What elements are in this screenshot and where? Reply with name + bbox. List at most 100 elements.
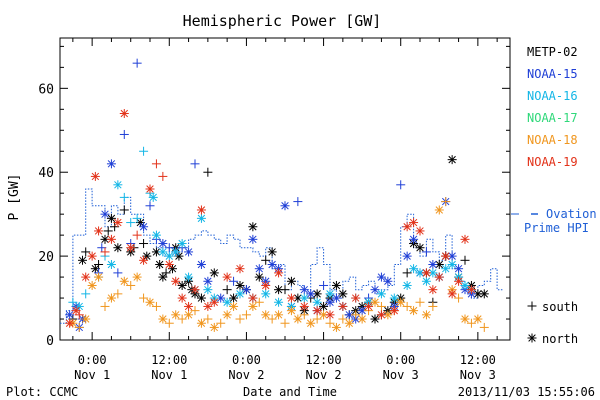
north-point — [306, 318, 316, 328]
north-point — [203, 276, 213, 286]
north-point — [158, 247, 168, 257]
south-point — [119, 205, 129, 215]
marker-stroke — [184, 248, 193, 256]
north-point — [106, 234, 116, 244]
marker-stroke — [377, 290, 386, 298]
north-point — [338, 301, 348, 311]
marker-stroke — [429, 260, 437, 269]
north-point — [421, 310, 431, 320]
marker-stroke — [178, 239, 186, 248]
marker-stroke — [152, 248, 161, 256]
plot-frame — [59, 37, 511, 341]
marker-stroke — [65, 319, 74, 327]
south-point — [428, 301, 438, 311]
marker-stroke — [313, 298, 321, 306]
north-point — [229, 293, 239, 303]
north-point — [434, 205, 444, 215]
marker-stroke — [281, 202, 289, 210]
marker-stroke — [143, 252, 151, 260]
north-point — [126, 243, 136, 253]
north-point — [364, 301, 374, 311]
south-point — [312, 314, 322, 324]
north-point — [222, 297, 232, 307]
marker-stroke — [107, 294, 116, 302]
marker-stroke — [149, 193, 157, 202]
series-noaa-19 — [65, 109, 476, 328]
south-point — [81, 289, 91, 299]
south-point — [126, 218, 136, 228]
north-point — [65, 318, 75, 328]
y-tick-label: 60 — [38, 82, 54, 97]
north-point — [254, 264, 264, 274]
legend-south-label: south — [542, 300, 578, 314]
south-point — [113, 289, 123, 299]
marker-stroke — [448, 290, 456, 298]
marker-stroke — [332, 294, 341, 302]
south-point — [267, 314, 277, 324]
marker-stroke — [358, 306, 366, 315]
marker-stroke — [146, 298, 154, 306]
north-point — [338, 289, 348, 299]
south-point — [145, 201, 155, 211]
south-point — [441, 197, 451, 207]
south-point — [203, 314, 213, 324]
north-point — [447, 260, 457, 269]
north-point — [235, 289, 245, 299]
north-point — [460, 280, 470, 290]
south-point — [158, 171, 168, 181]
south-point — [103, 226, 113, 236]
marker-stroke — [184, 273, 193, 281]
south-point — [460, 255, 470, 265]
north-point — [196, 213, 206, 223]
north-point — [428, 285, 438, 295]
x-tick-date: Nov 3 — [383, 368, 419, 382]
marker-stroke — [210, 298, 219, 306]
marker-stroke — [184, 311, 193, 319]
north-point — [196, 318, 206, 328]
north-point — [106, 260, 116, 269]
marker-stroke — [274, 311, 283, 319]
marker-stroke — [178, 294, 186, 302]
marker-stroke — [326, 311, 334, 319]
marker-stroke — [390, 306, 399, 315]
north-point — [87, 251, 97, 261]
marker-stroke — [313, 290, 321, 298]
north-point — [286, 276, 296, 286]
marker-stroke — [126, 243, 135, 252]
north-point — [344, 310, 354, 320]
north-point — [402, 222, 412, 232]
south-point — [164, 243, 174, 253]
x-tick-time: 12:00 — [151, 353, 187, 367]
north-point — [319, 301, 329, 311]
marker-stroke — [204, 302, 212, 311]
marker-stroke — [403, 252, 411, 260]
legend-ovation-label: Ovation — [546, 207, 597, 221]
north-point — [248, 301, 258, 311]
north-point — [261, 310, 271, 320]
legend: METP-02 NOAA-15 NOAA-16 NOAA-17 NOAA-18 NOAA-… — [511, 45, 597, 346]
marker-stroke — [236, 264, 244, 273]
marker-stroke — [255, 273, 264, 281]
north-point — [106, 213, 116, 223]
south-point — [479, 322, 489, 332]
south-point — [74, 310, 84, 320]
marker-stroke — [403, 223, 411, 231]
legend-north-label: north — [542, 332, 578, 346]
marker-stroke — [255, 264, 264, 273]
marker-stroke — [107, 160, 116, 168]
marker-stroke — [75, 302, 84, 311]
marker-stroke — [528, 334, 536, 342]
marker-stroke — [139, 223, 148, 231]
marker-stroke — [249, 223, 257, 231]
marker-stroke — [326, 298, 334, 306]
north-point — [145, 184, 155, 194]
marker-stroke — [197, 206, 206, 214]
marker-stroke — [168, 264, 177, 273]
north-point — [171, 310, 181, 320]
north-point — [94, 226, 104, 236]
north-point — [306, 289, 316, 299]
legend-ovation-label: Prime HPI — [524, 221, 589, 235]
marker-stroke — [441, 252, 450, 260]
marker-stroke — [448, 260, 456, 269]
north-point — [447, 289, 457, 299]
